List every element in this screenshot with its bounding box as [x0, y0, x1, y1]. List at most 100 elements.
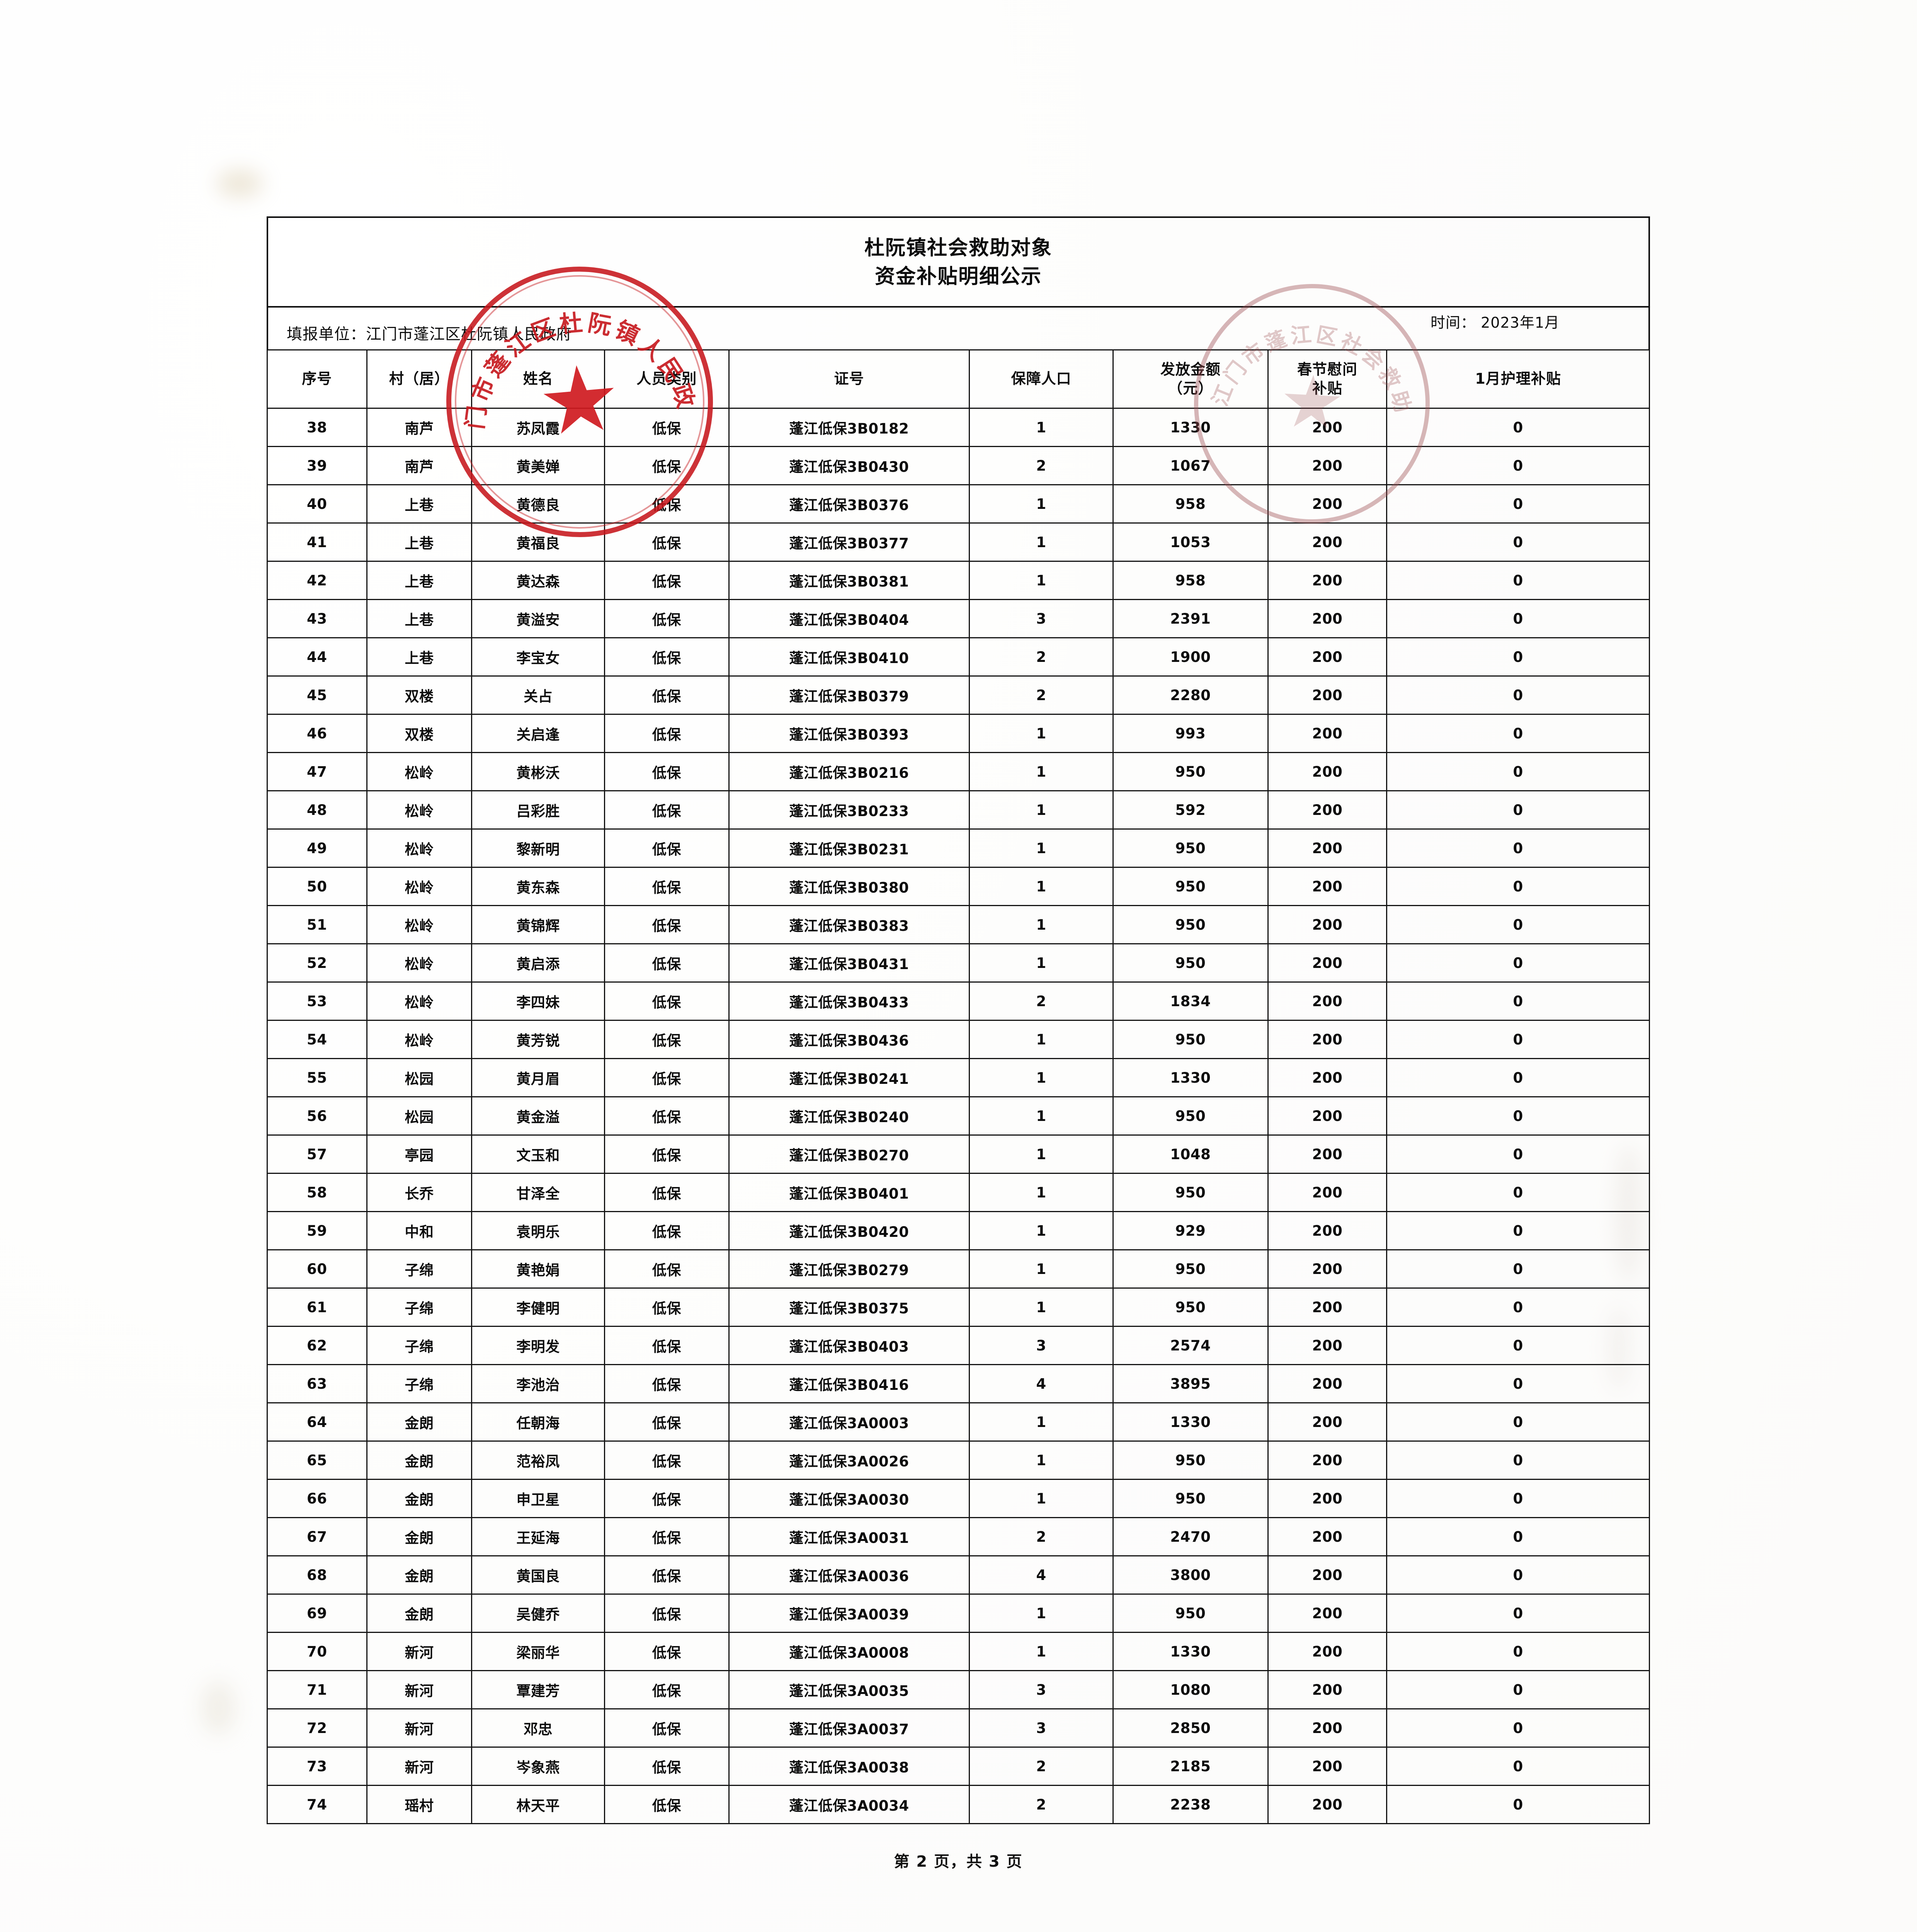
- cell-amount: 950: [1112, 1249, 1269, 1289]
- cell-care-subsidy: 0: [1386, 1211, 1650, 1250]
- cell-name: 黄德良: [471, 484, 605, 524]
- cell-seq: 53: [267, 981, 367, 1021]
- cell-name: 袁明乐: [471, 1211, 605, 1250]
- cell-cert-no: 蓬江低保3A0003: [728, 1402, 970, 1442]
- cell-cert-no: 蓬江低保3B0436: [728, 1020, 970, 1059]
- cell-cert-no: 蓬江低保3B0401: [728, 1173, 970, 1212]
- table-row: 61 子绵 李健明 低保 蓬江低保3B0375 1 950 200 0: [267, 1287, 1650, 1327]
- cell-village: 新河: [366, 1747, 473, 1786]
- cell-population: 2: [969, 981, 1114, 1021]
- cell-care-subsidy: 0: [1386, 561, 1650, 600]
- table-row: 49 松岭 黎新明 低保 蓬江低保3B0231 1 950 200 0: [267, 828, 1650, 868]
- cell-name: 吕彩胜: [471, 790, 605, 830]
- cell-festival-subsidy: 200: [1267, 867, 1388, 906]
- cell-category: 低保: [604, 1670, 730, 1709]
- table-row: 54 松岭 黄芳锐 低保 蓬江低保3B0436 1 950 200 0: [267, 1020, 1650, 1059]
- cell-name: 黄启添: [471, 943, 605, 983]
- cell-amount: 2185: [1112, 1747, 1269, 1786]
- cell-seq: 43: [267, 599, 367, 638]
- table-row: 72 新河 邓忠 低保 蓬江低保3A0037 3 2850 200 0: [267, 1708, 1650, 1748]
- cell-amount: 2850: [1112, 1708, 1269, 1748]
- cell-cert-no: 蓬江低保3A0037: [728, 1708, 970, 1748]
- cell-category: 低保: [604, 522, 730, 562]
- table-body: 38 南芦 苏凤霞 低保 蓬江低保3B0182 1 1330 200 0 39 南芦 黄美婵 低保 蓬江低…: [267, 408, 1650, 1824]
- table-row: 55 松园 黄月眉 低保 蓬江低保3B0241 1 1330 200 0: [267, 1058, 1650, 1097]
- cell-festival-subsidy: 200: [1267, 981, 1388, 1021]
- table-row: 42 上巷 黄达森 低保 蓬江低保3B0381 1 958 200 0: [267, 561, 1650, 600]
- cell-population: 1: [969, 790, 1114, 830]
- cell-population: 1: [969, 1096, 1114, 1136]
- cell-amount: 2391: [1112, 599, 1269, 638]
- cell-village: 松园: [366, 1058, 473, 1097]
- table-row: 52 松岭 黄启添 低保 蓬江低保3B0431 1 950 200 0: [267, 943, 1650, 983]
- cell-name: 黄国良: [471, 1555, 605, 1595]
- cell-village: 新河: [366, 1670, 473, 1709]
- cell-population: 1: [969, 943, 1114, 983]
- report-time-label: 时间： 2023年1月: [1431, 314, 1560, 331]
- cell-category: 低保: [604, 1020, 730, 1059]
- cell-name: 林天平: [471, 1785, 605, 1824]
- cell-category: 低保: [604, 1594, 730, 1633]
- cell-name: 关占: [471, 675, 605, 715]
- cell-category: 低保: [604, 943, 730, 983]
- reporting-unit-label: 填报单位：江门市蓬江区杜阮镇人民政府: [287, 325, 572, 343]
- cell-seq: 50: [267, 867, 367, 906]
- cell-population: 3: [969, 1670, 1114, 1709]
- cell-village: 松岭: [366, 828, 473, 868]
- cell-care-subsidy: 0: [1386, 1402, 1650, 1442]
- cell-category: 低保: [604, 1326, 730, 1365]
- cell-village: 长乔: [366, 1173, 473, 1212]
- cell-cert-no: 蓬江低保3B0233: [728, 790, 970, 830]
- cell-amount: 958: [1112, 561, 1269, 600]
- cell-category: 低保: [604, 1708, 730, 1748]
- cell-festival-subsidy: 200: [1267, 790, 1388, 830]
- cell-seq: 41: [267, 522, 367, 562]
- table-row: 73 新河 岑象燕 低保 蓬江低保3A0038 2 2185 200 0: [267, 1747, 1650, 1786]
- cell-category: 低保: [604, 446, 730, 485]
- cell-village: 金朗: [366, 1402, 473, 1442]
- cell-care-subsidy: 0: [1386, 1747, 1650, 1786]
- cell-festival-subsidy: 200: [1267, 408, 1388, 447]
- column-header-care-subsidy: 1月护理补贴: [1386, 349, 1650, 409]
- table-row: 47 松岭 黄彬沃 低保 蓬江低保3B0216 1 950 200 0: [267, 752, 1650, 791]
- cell-name: 黄月眉: [471, 1058, 605, 1097]
- column-header-festival-subsidy: 春节慰问 补贴: [1267, 349, 1388, 409]
- cell-seq: 48: [267, 790, 367, 830]
- cell-population: 1: [969, 408, 1114, 447]
- cell-category: 低保: [604, 790, 730, 830]
- cell-seq: 73: [267, 1747, 367, 1786]
- cell-village: 上巷: [366, 637, 473, 677]
- cell-category: 低保: [604, 637, 730, 677]
- table-row: 59 中和 袁明乐 低保 蓬江低保3B0420 1 929 200 0: [267, 1211, 1650, 1250]
- page-footer: 第 2 页，共 3 页: [894, 1853, 1023, 1871]
- cell-population: 1: [969, 752, 1114, 791]
- cell-name: 王延海: [471, 1517, 605, 1556]
- cell-cert-no: 蓬江低保3B0381: [728, 561, 970, 600]
- cell-name: 黄福良: [471, 522, 605, 562]
- cell-care-subsidy: 0: [1386, 1708, 1650, 1748]
- cell-amount: 950: [1112, 905, 1269, 944]
- cell-cert-no: 蓬江低保3A0039: [728, 1594, 970, 1633]
- cell-festival-subsidy: 200: [1267, 1594, 1388, 1633]
- cell-name: 苏凤霞: [471, 408, 605, 447]
- cell-care-subsidy: 0: [1386, 1134, 1650, 1174]
- cell-village: 新河: [366, 1632, 473, 1671]
- cell-category: 低保: [604, 1211, 730, 1250]
- cell-amount: 3800: [1112, 1555, 1269, 1595]
- cell-name: 岑象燕: [471, 1747, 605, 1786]
- cell-amount: 950: [1112, 867, 1269, 906]
- cell-category: 低保: [604, 867, 730, 906]
- cell-care-subsidy: 0: [1386, 714, 1650, 753]
- cell-cert-no: 蓬江低保3B0375: [728, 1287, 970, 1327]
- column-header-seq: 序号: [267, 349, 367, 409]
- cell-seq: 58: [267, 1173, 367, 1212]
- cell-category: 低保: [604, 484, 730, 524]
- cell-care-subsidy: 0: [1386, 1555, 1650, 1595]
- cell-care-subsidy: 0: [1386, 446, 1650, 485]
- cell-population: 1: [969, 1020, 1114, 1059]
- cell-amount: 950: [1112, 1173, 1269, 1212]
- cell-village: 上巷: [366, 561, 473, 600]
- header-divider: [268, 306, 1648, 308]
- cell-amount: 950: [1112, 1287, 1269, 1327]
- cell-village: 瑶村: [366, 1785, 473, 1824]
